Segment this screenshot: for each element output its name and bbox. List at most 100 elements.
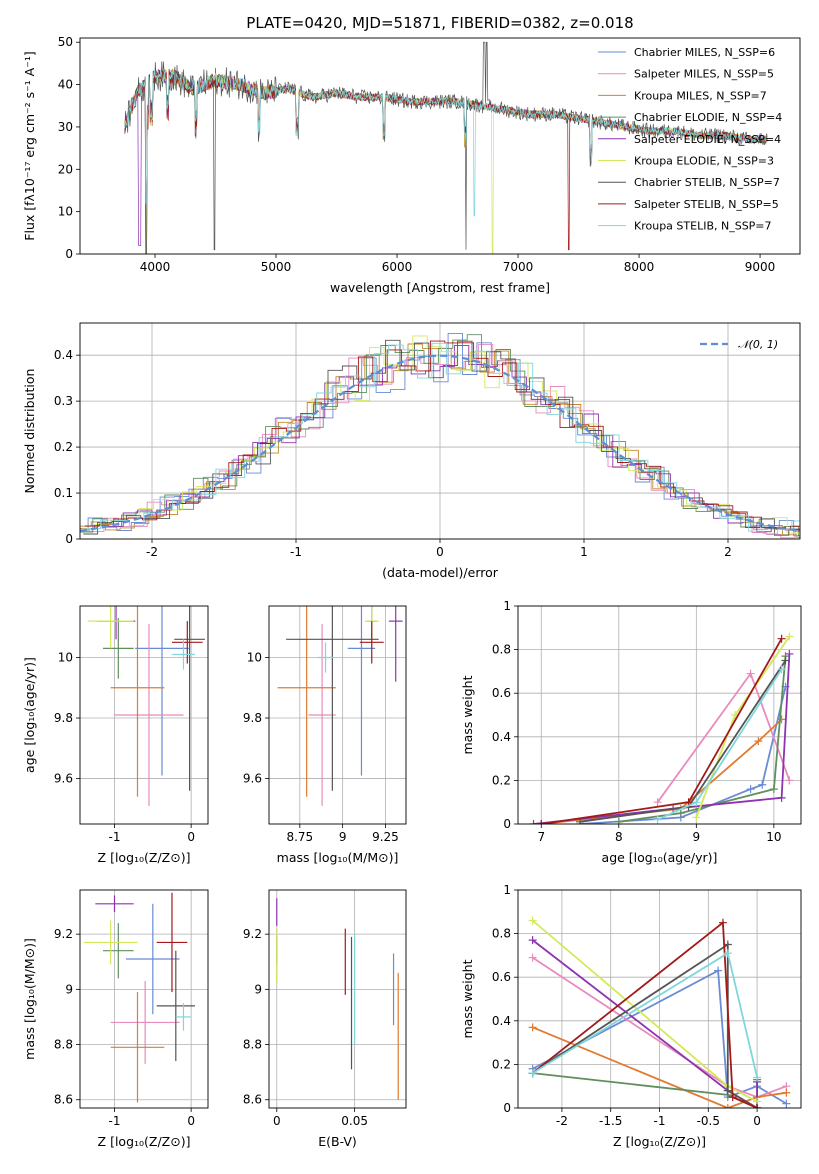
data-point bbox=[102, 923, 134, 979]
y-tick-label: 0.3 bbox=[54, 394, 73, 408]
data-point bbox=[125, 903, 180, 1015]
legend-entry: Kroupa ELODIE, N_SSP=3 bbox=[634, 155, 774, 168]
data-marker bbox=[746, 785, 755, 794]
data-marker bbox=[692, 798, 701, 807]
data-marker bbox=[528, 1023, 537, 1032]
x-tick-label: 5000 bbox=[261, 260, 292, 274]
histogram-series bbox=[80, 332, 800, 537]
y-tick-label: 8.6 bbox=[54, 1093, 73, 1107]
data-marker bbox=[746, 669, 755, 678]
legend-entry: Salpeter MILES, N_SSP=5 bbox=[634, 68, 774, 81]
data-marker bbox=[754, 737, 763, 746]
x-tick-label: 2 bbox=[724, 545, 732, 559]
data-marker bbox=[676, 809, 685, 818]
x-tick-label: 0 bbox=[187, 830, 195, 844]
data-marker bbox=[529, 820, 538, 824]
series-line bbox=[124, 70, 768, 217]
data-point bbox=[156, 950, 195, 1062]
data-marker bbox=[528, 1069, 537, 1078]
histogram-series bbox=[81, 335, 800, 534]
y-tick-label: 0.4 bbox=[54, 348, 73, 362]
axes-frame bbox=[79, 37, 801, 255]
histogram-series bbox=[80, 334, 800, 537]
data-marker bbox=[785, 776, 794, 785]
series-line bbox=[618, 656, 787, 823]
data-marker bbox=[614, 817, 623, 824]
x-axis-label: wavelength [Angstrom, rest frame] bbox=[330, 280, 550, 295]
data-point bbox=[110, 606, 165, 797]
data-point bbox=[95, 895, 134, 913]
series-line bbox=[541, 718, 783, 824]
histogram-series bbox=[80, 345, 800, 533]
axes-frame bbox=[79, 605, 209, 825]
y-axis-label: Normed distribution bbox=[22, 369, 37, 494]
figure-title: PLATE=0420, MJD=51871, FIBERID=0382, z=0… bbox=[246, 14, 633, 32]
y-tick-label: 10 bbox=[58, 650, 73, 664]
x-axis-label: Z [log₁₀(Z/Z⊙)] bbox=[98, 850, 191, 865]
axes-frame bbox=[268, 605, 407, 825]
x-axis-label: age [log₁₀(age/yr)] bbox=[602, 850, 718, 865]
y-tick-label: 0.2 bbox=[492, 1057, 511, 1071]
axes-frame bbox=[79, 322, 801, 540]
data-marker bbox=[537, 820, 546, 824]
y-tick-label: 10 bbox=[247, 650, 262, 664]
data-point bbox=[308, 624, 336, 806]
data-marker bbox=[718, 918, 727, 927]
data-point bbox=[171, 621, 203, 664]
data-point bbox=[110, 992, 165, 1103]
data-marker bbox=[785, 632, 794, 641]
x-tick-label: -1 bbox=[654, 1114, 666, 1128]
x-tick-label: 9.25 bbox=[372, 830, 399, 844]
x-tick-label: -1.5 bbox=[599, 1114, 622, 1128]
data-point bbox=[171, 639, 195, 670]
series-line bbox=[657, 668, 783, 821]
y-tick-label: 0.6 bbox=[492, 970, 511, 984]
x-tick-label: 8 bbox=[615, 830, 623, 844]
data-marker bbox=[528, 916, 537, 925]
legend-entry: Kroupa STELIB, N_SSP=7 bbox=[634, 220, 772, 233]
series-line bbox=[532, 1072, 758, 1108]
y-axis-label: mass [log₁₀(M/M⊙)] bbox=[22, 938, 37, 1060]
data-marker bbox=[692, 813, 701, 822]
y-tick-label: 0.2 bbox=[492, 773, 511, 787]
y-tick-label: 10 bbox=[58, 205, 73, 219]
x-tick-label: 10 bbox=[766, 830, 781, 844]
histogram-series bbox=[86, 342, 800, 535]
data-point bbox=[277, 606, 336, 797]
axes-frame bbox=[517, 605, 802, 825]
x-tick-label: -0.5 bbox=[697, 1114, 720, 1128]
data-marker bbox=[653, 815, 662, 824]
panel-mass_vs_ebv: 0 0.05 8.6 8.8 9 9.2 E(B-V) bbox=[243, 890, 406, 1149]
y-tick-label: 0.2 bbox=[54, 440, 73, 454]
y-tick-label: 1 bbox=[503, 599, 511, 613]
x-tick-label: 6000 bbox=[382, 260, 413, 274]
data-point bbox=[347, 606, 376, 776]
y-tick-label: 20 bbox=[58, 162, 73, 176]
x-tick-label: 7000 bbox=[503, 260, 534, 274]
series-line bbox=[532, 1026, 787, 1108]
x-tick-label: -1 bbox=[109, 1114, 121, 1128]
series-line bbox=[532, 956, 787, 1099]
y-tick-label: 9.2 bbox=[54, 927, 73, 941]
x-axis-label: (data-model)/error bbox=[382, 565, 499, 580]
panel-weight_vs_Z: -2 -1.5 -1 -0.5 0 0 0.2 0.4 0.6 0.8 1 Z [log₁₀(Z/Z⊙… bbox=[460, 883, 801, 1149]
y-tick-label: 0.8 bbox=[492, 927, 511, 941]
legend-entry: Kroupa MILES, N_SSP=7 bbox=[634, 89, 767, 102]
y-axis-label: mass weight bbox=[460, 675, 475, 754]
panel-residuals: -2 -1 0 1 2 0 0.1 0.2 0.3 0.4 (data-model)/error No… bbox=[22, 323, 800, 580]
panel-spectrum: 4000 5000 6000 7000 8000 9000 0 10 20 30 40 50 wavel… bbox=[22, 35, 782, 295]
panel-weight_vs_age: 7 8 9 10 0 0.2 0.4 0.6 0.8 1 age [log₁₀(age/yr)] ma… bbox=[460, 599, 801, 865]
x-axis-label: mass [log₁₀(M/M⊙)] bbox=[277, 850, 399, 865]
series-line bbox=[124, 68, 768, 251]
y-tick-label: 40 bbox=[58, 78, 73, 92]
data-point bbox=[174, 606, 205, 791]
y-axis-label: age [log₁₀(age/yr)] bbox=[22, 657, 37, 773]
x-tick-label: -2 bbox=[146, 545, 158, 559]
y-tick-label: 8.6 bbox=[243, 1093, 262, 1107]
y-tick-label: 0 bbox=[65, 247, 73, 261]
panel-mass_vs_Z: -1 0 8.6 8.8 9 9.2 Z [log₁₀(Z/Z⊙)] mass [log₁₀(… bbox=[22, 890, 208, 1149]
x-tick-label: 0 bbox=[753, 1114, 761, 1128]
y-axis-label: Flux [fλ10⁻¹⁷ erg cm⁻² s⁻¹ A⁻¹] bbox=[22, 51, 37, 240]
data-marker bbox=[723, 1086, 732, 1095]
series-line bbox=[532, 920, 758, 1108]
